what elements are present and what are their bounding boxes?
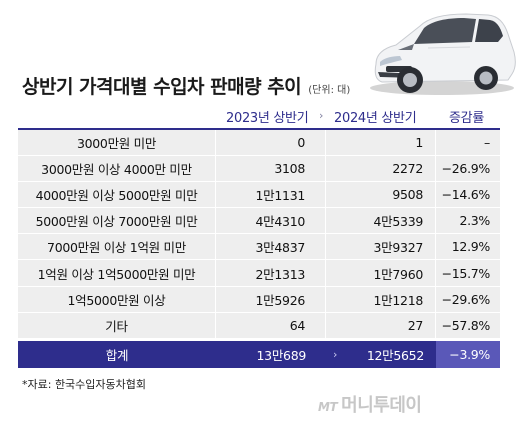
- total-label: 합계: [105, 348, 129, 363]
- table-row: 1억5000만원 이상 1만5926 1만1218 −29.6%: [18, 286, 500, 313]
- row-value-2023: 3108: [216, 156, 326, 182]
- row-label: 1억5000만원 이상: [18, 286, 216, 312]
- row-value-2023: 64: [216, 312, 326, 338]
- table-top-rule: [18, 128, 500, 130]
- white-hatchback-car-icon: [370, 13, 516, 95]
- chart-title: 상반기 가격대별 수입차 판매량 추이 (단위: 대): [22, 72, 350, 99]
- source-note: *자료: 한국수입자동차협회: [22, 378, 147, 391]
- row-value-2023: 0: [216, 130, 326, 156]
- row-rate: −14.6%: [441, 187, 491, 203]
- row-rate: −26.9%: [441, 161, 491, 177]
- row-value-2024: 1만1218: [326, 286, 436, 312]
- table-row: 3000만원 이상 4000만 미만 3108 2272 −26.9%: [18, 156, 500, 183]
- total-value-2023: 13만689: [256, 348, 307, 363]
- row-rate: –: [484, 135, 490, 151]
- table-row: 4000만원 이상 5000만원 미만 1만1131 9508 −14.6%: [18, 182, 500, 209]
- row-rate: −29.6%: [441, 291, 491, 307]
- row-label: 3000만원 이상 4000만 미만: [18, 156, 216, 182]
- row-label: 7000만원 이상 1억원 미만: [18, 234, 216, 260]
- total-arrow-icon: ›: [332, 348, 338, 361]
- row-rate: 2.3%: [459, 213, 490, 229]
- row-label: 1억원 이상 1억5000만원 미만: [18, 260, 216, 286]
- row-rate: −15.7%: [441, 265, 491, 281]
- table-row: 기타 64 27 −57.8%: [18, 312, 500, 339]
- title-text: 상반기 가격대별 수입차 판매량 추이: [22, 76, 302, 98]
- row-value-2024: 27: [326, 312, 436, 338]
- column-header-2023: 2023년 상반기: [226, 111, 309, 126]
- table-row: 5000만원 이상 7000만원 미만 4만4310 4만5339 2.3%: [18, 208, 500, 235]
- table-row: 7000만원 이상 1억원 미만 3만4837 3만9327 12.9%: [18, 234, 500, 261]
- row-value-2023: 3만4837: [216, 234, 326, 260]
- row-value-2023: 2만1313: [216, 260, 326, 286]
- table-row: 1억원 이상 1억5000만원 미만 2만1313 1만7960 −15.7%: [18, 260, 500, 287]
- publisher-logo: MT 머니투데이: [318, 391, 422, 417]
- column-arrow-icon: ›: [319, 109, 324, 122]
- table-row: 3000만원 미만 0 1 –: [18, 130, 500, 157]
- row-label: 5000만원 이상 7000만원 미만: [18, 208, 216, 234]
- row-value-2024: 1: [326, 130, 436, 156]
- row-label: 4000만원 이상 5000만원 미만: [18, 182, 216, 208]
- total-rate: −3.9%: [436, 341, 500, 368]
- row-value-2024: 3만9327: [326, 234, 436, 260]
- row-value-2023: 1만1131: [216, 182, 326, 208]
- row-value-2024: 1만7960: [326, 260, 436, 286]
- row-value-2024: 4만5339: [326, 208, 436, 234]
- column-header-rate: 증감률: [449, 111, 484, 126]
- column-header-2024: 2024년 상반기: [334, 111, 417, 126]
- row-value-2023: 4만4310: [216, 208, 326, 234]
- row-rate: −57.8%: [441, 317, 491, 333]
- data-table: 3000만원 미만 0 1 – 3000만원 이상 4000만 미만 3108 …: [18, 130, 500, 339]
- total-row: 합계 13만689 › 12만5652 −3.9%: [18, 341, 500, 368]
- row-label: 3000만원 미만: [18, 130, 216, 156]
- row-value-2024: 2272: [326, 156, 436, 182]
- row-label: 기타: [18, 312, 216, 338]
- logo-mt: MT: [318, 400, 338, 414]
- row-value-2024: 9508: [326, 182, 436, 208]
- total-value-2024: 12만5652: [366, 348, 424, 363]
- logo-name: 머니투데이: [341, 395, 422, 416]
- row-rate: 12.9%: [451, 239, 491, 255]
- row-value-2023: 1만5926: [216, 286, 326, 312]
- unit-label: (단위: 대): [308, 85, 351, 96]
